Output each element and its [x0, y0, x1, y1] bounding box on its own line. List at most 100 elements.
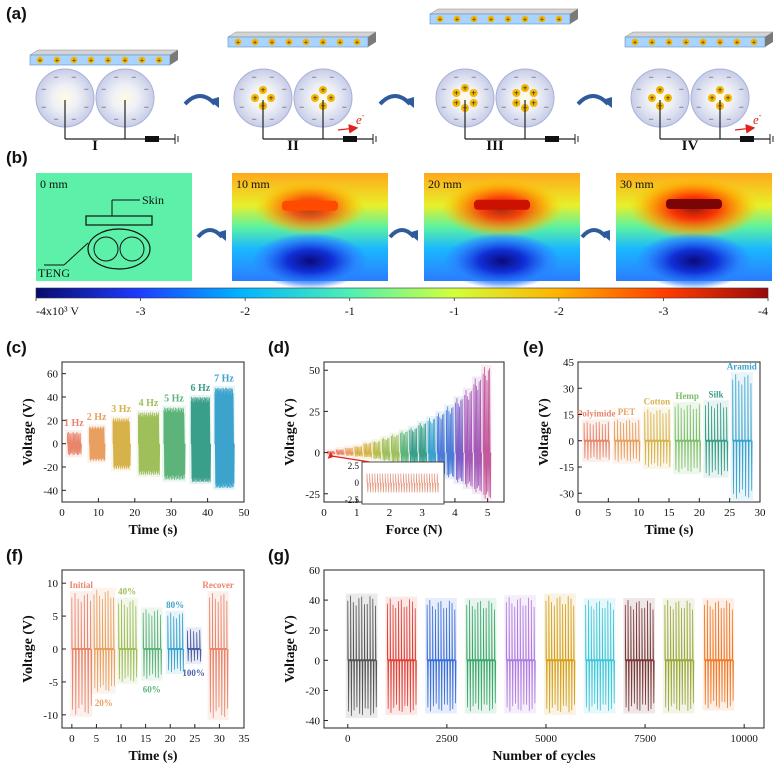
plus-charge-sign: +	[752, 39, 756, 47]
minus-charge: −	[329, 114, 334, 124]
y-tick-label: 30	[563, 383, 575, 395]
map-background	[36, 173, 192, 281]
y-tick-label: 0	[315, 655, 321, 667]
force-step	[398, 429, 410, 467]
plus-charge-sign: +	[438, 16, 442, 24]
voltage-trace	[391, 434, 400, 463]
plus-charge-sign: +	[321, 39, 325, 47]
plus-charge-sign: +	[270, 39, 274, 47]
series-60%	[141, 607, 163, 681]
teng-cell: −−−−−−−−++++	[233, 68, 293, 139]
voltage-trace	[466, 600, 497, 712]
voltage-trace	[118, 599, 138, 682]
plus-charge-sign: +	[123, 57, 127, 65]
skin-charge-region	[282, 200, 338, 211]
series-20%	[91, 587, 116, 694]
stage-4: ++++++++−−−−−−−−++++−−−−−−−−++++IVe-	[624, 31, 774, 150]
plus-charge-sign: +	[650, 94, 655, 103]
plus-charge-sign: +	[157, 57, 161, 65]
y-axis-label: Voltage (V)	[537, 398, 552, 466]
y-tick-label: -25	[305, 489, 320, 501]
panel-label-d: (d)	[268, 338, 290, 357]
negative-potential-blob	[444, 233, 560, 289]
voltage-trace	[214, 387, 235, 489]
minus-charge: −	[239, 84, 244, 94]
series-Recover	[207, 591, 229, 721]
x-tick-label: 0	[59, 507, 65, 519]
plus-charge-dot	[724, 94, 732, 102]
y-axis-label: Voltage (V)	[21, 398, 36, 466]
minus-charge: −	[544, 102, 549, 112]
minus-charge: −	[454, 114, 459, 124]
colorbar	[35, 287, 769, 299]
y-tick-label: 15	[563, 410, 575, 422]
plus-charge-sign: +	[650, 39, 654, 47]
minus-charge: −	[726, 72, 731, 82]
plus-charge-sign: +	[735, 39, 739, 47]
transition-arrow-icon	[378, 94, 414, 108]
cycle-block-5	[504, 595, 537, 714]
transition-arrow-icon	[388, 228, 418, 241]
plus-charge-sign: +	[89, 57, 93, 65]
series-label: Initial	[69, 580, 93, 590]
chart-fabrics: Polyimide PET Cotton Hemp Silk Aramid 0 5 10 15 20…	[537, 357, 766, 538]
plus-charge-dot	[461, 84, 469, 92]
teng-cell: −−−−−− −−	[95, 68, 155, 139]
electron-label: e-	[753, 111, 762, 127]
x-tick-label: 15	[664, 507, 676, 519]
plus-charge-dot	[319, 86, 327, 94]
x-tick-label: 0	[575, 507, 581, 519]
stage-3: ++++++++−−−−−−−−++++++−−−−−−−−++++++III	[429, 8, 579, 150]
voltage-trace	[409, 427, 418, 466]
plus-charge-sign: +	[531, 89, 536, 98]
teng-mechanism-schematic: + + + + + + + +−−−−−− −−−−−−−− −−I+ + + + + + + +−−−−−− −…	[29, 8, 774, 150]
x-tick-label: 20	[129, 507, 141, 519]
skin-bar-top	[29, 49, 179, 56]
y-tick-label: 60	[47, 369, 59, 381]
plus-charge-dot	[716, 86, 724, 94]
plus-charge-sign: +	[666, 94, 671, 103]
stage-label: III	[486, 138, 504, 150]
chart-humidity: Initial 20% 40% 60% 80% 100% Recover 0 5 10 15 20 25…	[21, 569, 250, 764]
skin-label: Skin	[142, 193, 164, 207]
minus-charge: −	[709, 114, 714, 124]
minus-charge: −	[679, 84, 684, 94]
inset-tick-label: 0	[355, 478, 360, 488]
minus-charge: −	[41, 84, 46, 94]
series-40%	[116, 597, 138, 684]
skin-bar-side	[570, 9, 578, 24]
series-label: 40%	[118, 587, 136, 597]
plus-charge-dot	[452, 89, 461, 97]
potential-map-3: 20 mm	[424, 173, 580, 289]
series-7-Hz	[212, 385, 236, 490]
plus-charge-dot	[716, 38, 724, 46]
skin-bar-side	[765, 32, 773, 47]
potential-maps-svg: Skin TENG 0 mm 10 mm 20 mm 30 mm -4x10³ V -3 -2…	[35, 173, 772, 318]
plus-charge-sign: +	[329, 94, 334, 103]
resistor-icon	[145, 136, 159, 142]
inset-pointer-arrow	[330, 455, 371, 463]
plus-charge-sign: +	[455, 16, 459, 24]
x-tick-label: 25	[724, 507, 736, 519]
plus-charge-dot	[268, 38, 276, 46]
series-label: 60%	[143, 685, 161, 695]
minus-charge: −	[441, 102, 446, 112]
skin-bar-side	[170, 50, 178, 65]
plus-charge-sign: +	[557, 16, 561, 24]
voltage-trace	[426, 600, 457, 712]
cycle-block-2	[385, 596, 418, 715]
series-Initial	[69, 591, 93, 717]
plus-charge-dot	[353, 38, 361, 46]
plus-charge-dot	[682, 38, 690, 46]
series-1-Hz	[65, 430, 83, 458]
plus-charge-sign: +	[633, 39, 637, 47]
plus-charge-sign: +	[355, 39, 359, 47]
series-4-Hz	[136, 410, 161, 478]
resistor-icon	[545, 136, 559, 142]
plus-charge-dot	[104, 56, 112, 64]
inset-tick-label: -2.5	[345, 495, 360, 505]
plus-charge-sign: +	[718, 86, 723, 95]
potential-map-1: Skin TENG 0 mm	[36, 173, 192, 281]
minus-charge: −	[531, 114, 536, 124]
plus-charge-dot	[487, 15, 495, 23]
